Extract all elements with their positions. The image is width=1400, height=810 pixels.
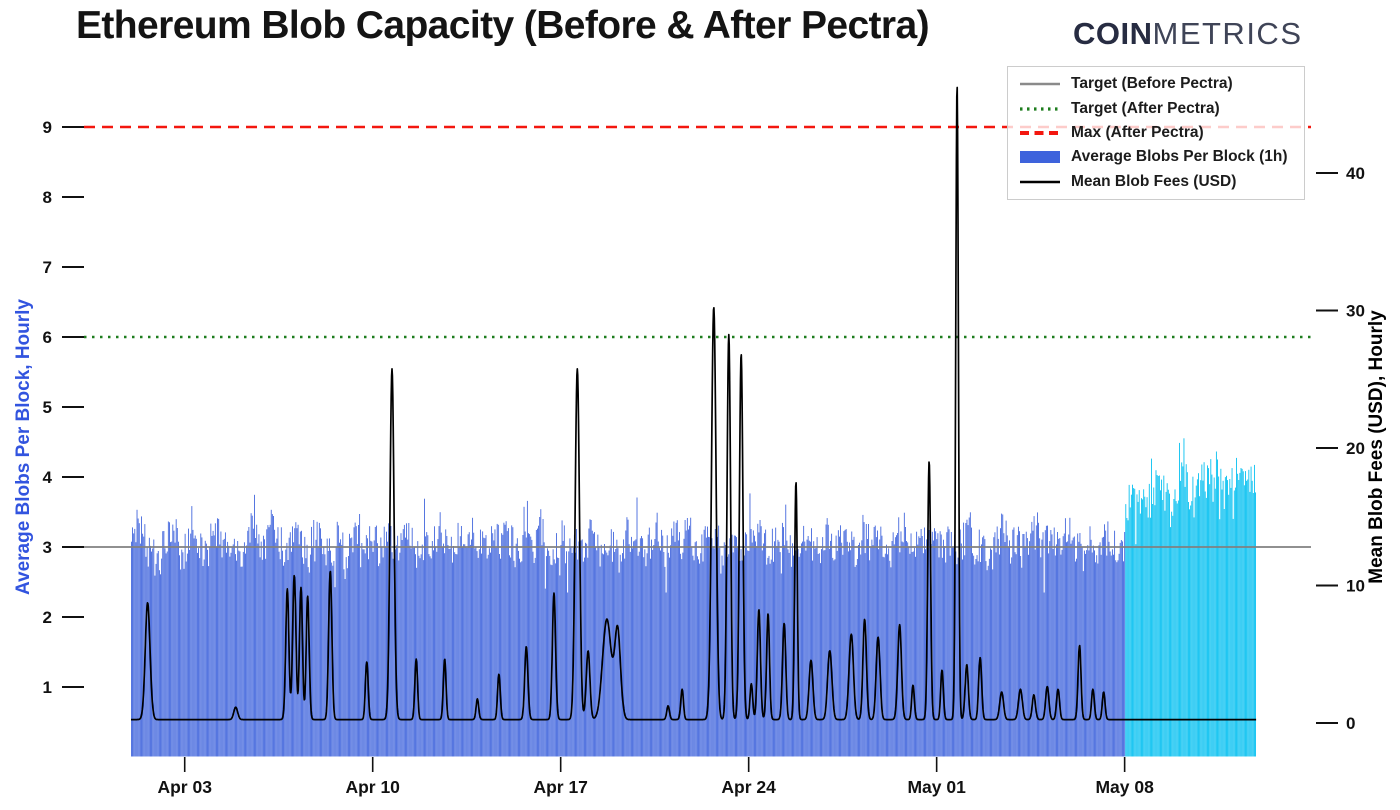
x-tick-label: May 08 [1095,777,1154,797]
x-tick-label: Apr 24 [721,777,776,797]
x-tick-label: Apr 10 [345,777,400,797]
logo-coin: COIN [1073,16,1153,51]
y-left-tick-label: 7 [43,258,52,277]
bars-before-pectra [131,493,1126,757]
y-left-tick-label: 9 [43,118,52,137]
y-right-tick-label: 20 [1346,439,1365,458]
y-right-ticks: 0 10 20 30 40 [1316,164,1365,733]
legend-item: Max (After Pectra) [1020,121,1304,145]
legend-swatch-dashed [1020,130,1060,135]
y-right-tick-label: 0 [1346,714,1355,733]
legend-label: Average Blobs Per Block (1h) [1071,148,1288,166]
legend-item: Target (Before Pectra) [1020,72,1304,96]
chart-title: Ethereum Blob Capacity (Before & After P… [76,4,930,47]
y-left-tick-label: 2 [43,608,52,627]
legend: Target (Before Pectra) Target (After Pect… [1007,66,1305,200]
x-ticks: Apr 03 Apr 10 Apr 17 Apr 24 May 01 May 08 [157,757,1154,797]
legend-swatch-dotted [1020,106,1060,111]
legend-item: Average Blobs Per Block (1h) [1020,145,1304,169]
y-left-tick-label: 5 [43,398,52,417]
y-left-tick-label: 4 [43,468,53,487]
legend-label: Max (After Pectra) [1071,123,1204,141]
y-left-tick-label: 6 [43,328,52,347]
bars-after-pectra [1125,438,1256,757]
logo-metrics: METRICS [1152,16,1303,51]
legend-swatch-line [1020,82,1060,86]
y-right-tick-label: 30 [1346,302,1365,321]
legend-swatch-line [1020,180,1060,183]
legend-swatch-rect [1020,151,1060,164]
legend-label: Mean Blob Fees (USD) [1071,172,1237,190]
coinmetrics-logo: COINMETRICS [1073,16,1303,52]
right-axis-title: Mean Blob Fees (USD), Hourly [1366,310,1387,584]
legend-item: Target (After Pectra) [1020,96,1304,120]
legend-label: Target (Before Pectra) [1071,75,1233,93]
y-right-tick-label: 40 [1346,164,1365,183]
left-axis-title: Average Blobs Per Block, Hourly [13,298,34,596]
x-tick-label: Apr 03 [157,777,212,797]
x-tick-label: May 01 [907,777,966,797]
y-left-tick-label: 1 [43,678,52,697]
y-left-tick-label: 3 [43,538,52,557]
legend-label: Target (After Pectra) [1071,99,1220,117]
y-right-tick-label: 10 [1346,577,1365,596]
y-left-ticks: 1 2 3 4 5 6 7 8 9 [43,118,84,697]
y-left-tick-label: 8 [43,188,52,207]
x-tick-label: Apr 17 [533,777,587,797]
legend-item: Mean Blob Fees (USD) [1020,170,1304,194]
fee-line [130,86,1257,721]
